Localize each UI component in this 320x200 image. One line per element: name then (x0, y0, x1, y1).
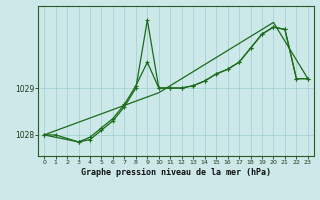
X-axis label: Graphe pression niveau de la mer (hPa): Graphe pression niveau de la mer (hPa) (81, 168, 271, 177)
